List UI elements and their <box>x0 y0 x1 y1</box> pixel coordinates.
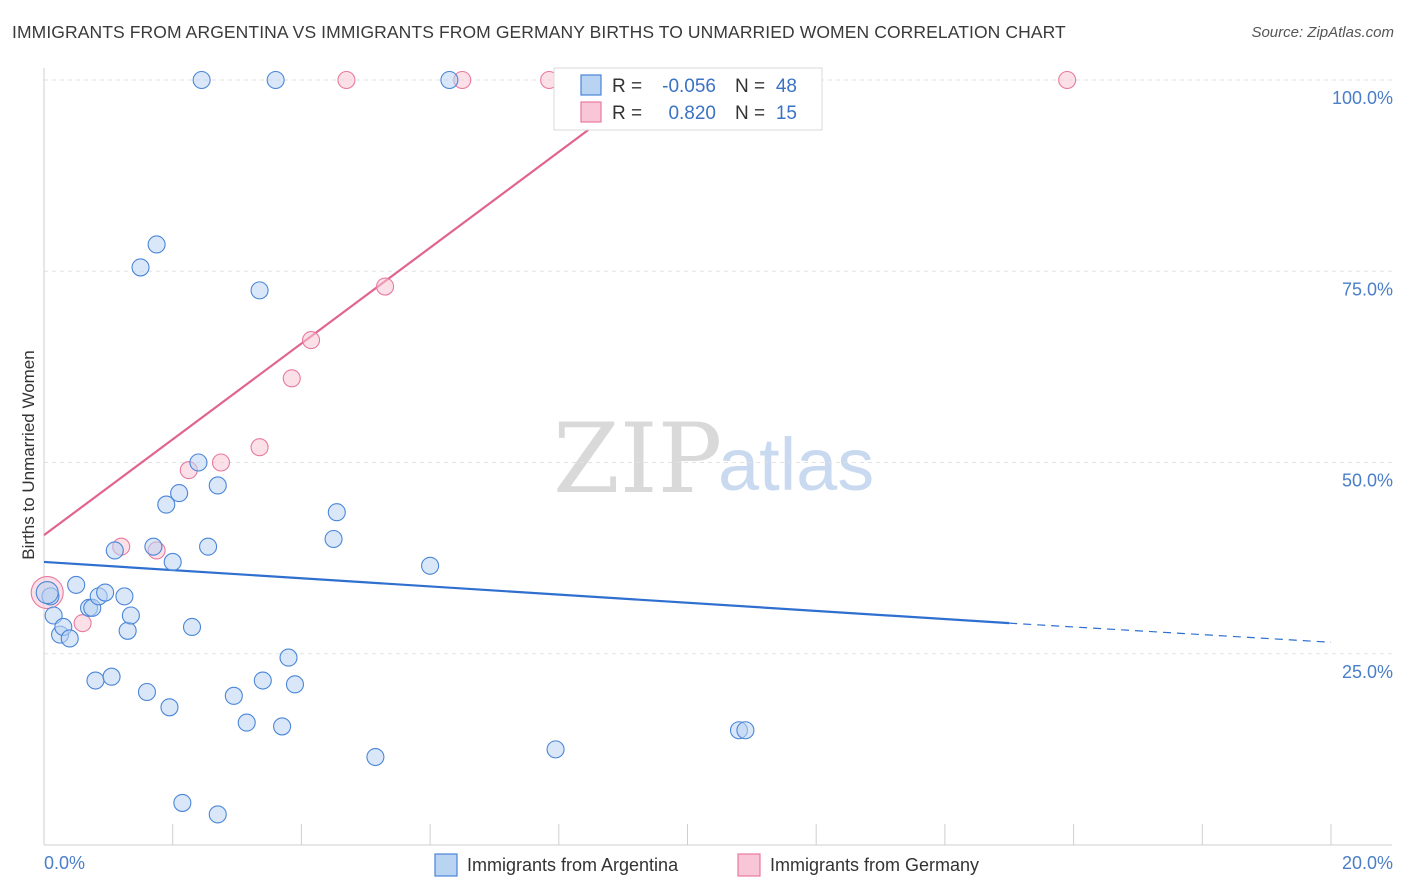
legend-swatch-argentina <box>580 74 602 96</box>
point-germany <box>302 331 321 350</box>
tick-labels: 25.0% 50.0% 75.0% 100.0% 0.0% 20.0% <box>44 88 1393 873</box>
point-germany <box>211 453 231 472</box>
point-argentina <box>266 70 285 90</box>
point-argentina <box>60 629 79 648</box>
legend-n-value-germany: 15 <box>776 103 797 124</box>
point-argentina <box>366 747 385 767</box>
point-argentina <box>250 281 269 300</box>
point-germany <box>376 277 395 296</box>
point-argentina <box>157 495 176 514</box>
series-legend-swatch-argentina <box>434 853 458 877</box>
watermark-atlas: atlas <box>718 423 874 506</box>
trendline-germany <box>43 79 656 537</box>
legend-n-label-argentina: N = <box>735 76 765 97</box>
series-legend-swatch-germany <box>737 853 761 877</box>
series-legend: Immigrants from Argentina Immigrants fro… <box>434 853 979 877</box>
point-argentina <box>199 537 218 556</box>
legend-n-label-germany: N = <box>735 103 765 124</box>
correlation-legend: R = -0.056 N = 48 R = 0.820 N = 15 <box>553 67 823 131</box>
point-argentina <box>147 235 166 254</box>
y-tick-label: 100.0% <box>1332 88 1393 108</box>
axes <box>43 68 1392 846</box>
series-legend-label-germany: Immigrants from Germany <box>770 855 979 875</box>
x-tick-label-max: 20.0% <box>1342 853 1393 873</box>
point-argentina <box>208 805 227 824</box>
point-argentina <box>163 552 182 572</box>
point-argentina <box>208 476 227 495</box>
point-argentina <box>546 740 565 759</box>
point-argentina <box>182 617 202 637</box>
point-argentina <box>736 721 755 740</box>
point-argentina <box>35 580 59 605</box>
point-argentina <box>189 453 208 472</box>
point-argentina <box>137 682 157 702</box>
point-argentina <box>86 671 105 690</box>
point-germany <box>337 70 356 90</box>
point-argentina <box>131 258 150 277</box>
point-argentina <box>105 541 124 560</box>
point-argentina <box>121 606 140 625</box>
trendline-argentina-extension <box>1009 622 1332 643</box>
point-argentina <box>102 667 121 686</box>
point-argentina <box>253 671 272 690</box>
y-tick-label: 50.0% <box>1342 471 1393 491</box>
point-argentina <box>67 575 86 594</box>
point-germany <box>73 614 92 633</box>
watermark-zip: ZIP <box>553 403 722 515</box>
point-argentina <box>96 583 115 602</box>
y-axis-label: Births to Unmarried Women <box>19 350 38 559</box>
point-argentina <box>192 70 211 90</box>
chart-source: Source: ZipAtlas.com <box>1251 24 1394 41</box>
point-argentina <box>324 529 343 549</box>
trendline-argentina <box>43 560 1010 625</box>
legend-r-label-germany: R = <box>612 103 642 124</box>
point-argentina <box>327 503 346 522</box>
trendlines <box>43 79 1332 643</box>
chart-title: IMMIGRANTS FROM ARGENTINA VS IMMIGRANTS … <box>12 22 1066 42</box>
point-argentina <box>170 484 189 503</box>
legend-n-value-argentina: 48 <box>776 76 797 97</box>
point-argentina <box>440 70 459 90</box>
point-argentina <box>160 698 179 717</box>
legend-r-value-germany: 0.820 <box>668 103 716 124</box>
point-argentina <box>173 793 192 812</box>
point-argentina <box>144 537 163 556</box>
gridlines <box>44 79 1392 655</box>
point-argentina <box>118 621 137 640</box>
point-germany <box>282 369 301 388</box>
point-argentina <box>421 556 440 575</box>
legend-swatch-germany <box>580 101 602 123</box>
point-argentina <box>279 648 298 667</box>
point-argentina <box>115 587 134 606</box>
series-legend-label-argentina: Immigrants from Argentina <box>467 855 679 875</box>
point-argentina <box>285 675 305 694</box>
y-tick-label: 75.0% <box>1342 279 1393 299</box>
data-points <box>30 70 1077 824</box>
y-tick-label: 25.0% <box>1342 662 1393 682</box>
x-tick-label-min: 0.0% <box>44 853 85 873</box>
legend-r-value-argentina: -0.056 <box>662 76 716 97</box>
point-argentina <box>224 686 243 705</box>
legend-r-label-argentina: R = <box>612 76 642 97</box>
point-argentina <box>237 713 256 732</box>
point-argentina <box>273 717 292 736</box>
point-germany <box>250 438 269 457</box>
point-germany <box>1058 70 1077 90</box>
